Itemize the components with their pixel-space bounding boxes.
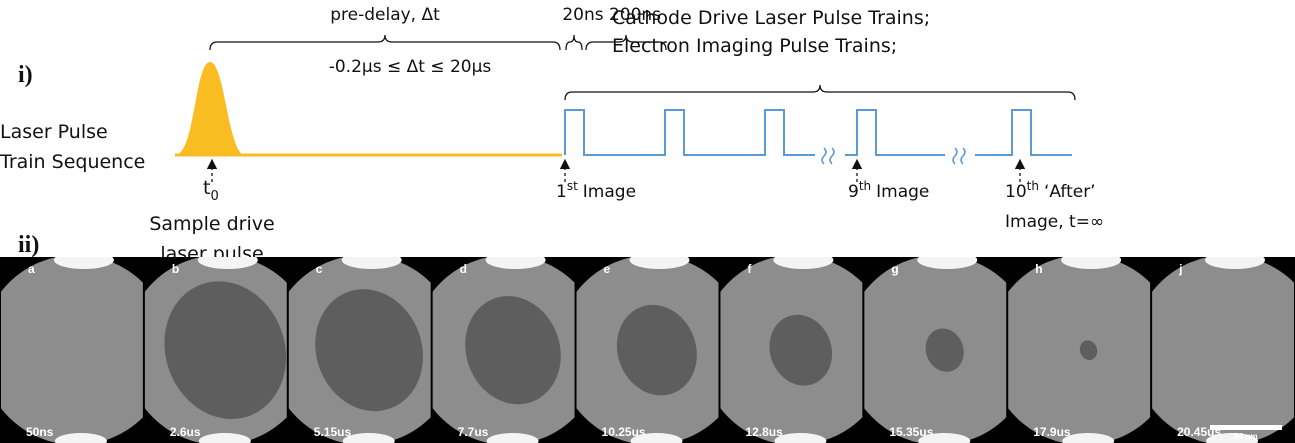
pulse-width: 20ns (562, 5, 603, 25)
part-label: i) (18, 62, 33, 88)
panel-time: 12.8us (745, 425, 783, 439)
panel-label: h (1035, 262, 1042, 276)
panel-time: 5.15us (314, 425, 352, 439)
marker-label: Image, t=∞ (1005, 212, 1104, 232)
highlight (1205, 251, 1265, 269)
panel-time: 2.6us (170, 425, 201, 439)
train-label: Electron Imaging Pulse Trains; (612, 35, 897, 57)
highlight (630, 251, 690, 269)
panel-time: 17.9us (1033, 425, 1071, 439)
panel-label: d (460, 262, 467, 276)
panel-time: 7.7us (458, 425, 489, 439)
panel-label: b (172, 262, 179, 276)
scale-bar (1210, 425, 1282, 430)
pre-delay: pre-delay, Δt (330, 5, 440, 25)
delay-range: -0.2μs ≤ Δt ≤ 20μs (329, 57, 492, 77)
train-label: Cathode Drive Laser Pulse Trains; (612, 7, 930, 29)
pulse-train (565, 110, 1072, 155)
sample-pulse-label: Sample drive (149, 213, 274, 235)
highlight (54, 251, 114, 269)
brace (565, 85, 1075, 100)
highlight (1061, 251, 1121, 269)
panel-label: g (891, 262, 898, 276)
panel-label: a (28, 262, 35, 276)
panel-label: e (604, 262, 611, 276)
sample-pulse (175, 62, 245, 155)
highlight (486, 251, 546, 269)
highlight (917, 251, 977, 269)
sequence-label: Laser Pulse (0, 121, 108, 143)
panel-time: 50ns (26, 425, 54, 439)
figure: i) ii) Laser Pulse Train Sequence pre-de… (0, 0, 1295, 443)
scale-label: 50 μm (1234, 432, 1257, 441)
sequence-label: Train Sequence (0, 151, 145, 173)
brace (566, 35, 582, 50)
marker-label: 10th‘After’ (1005, 179, 1096, 202)
panel-label: j (1178, 262, 1182, 276)
t0: t0 (203, 177, 219, 204)
panel-time: 10.25us (602, 425, 646, 439)
panel-time: 15.35us (889, 425, 933, 439)
panel-label: c (316, 262, 323, 276)
brace (210, 35, 560, 50)
highlight (342, 251, 402, 269)
part-label: ii) (18, 232, 39, 258)
highlight (773, 251, 833, 269)
